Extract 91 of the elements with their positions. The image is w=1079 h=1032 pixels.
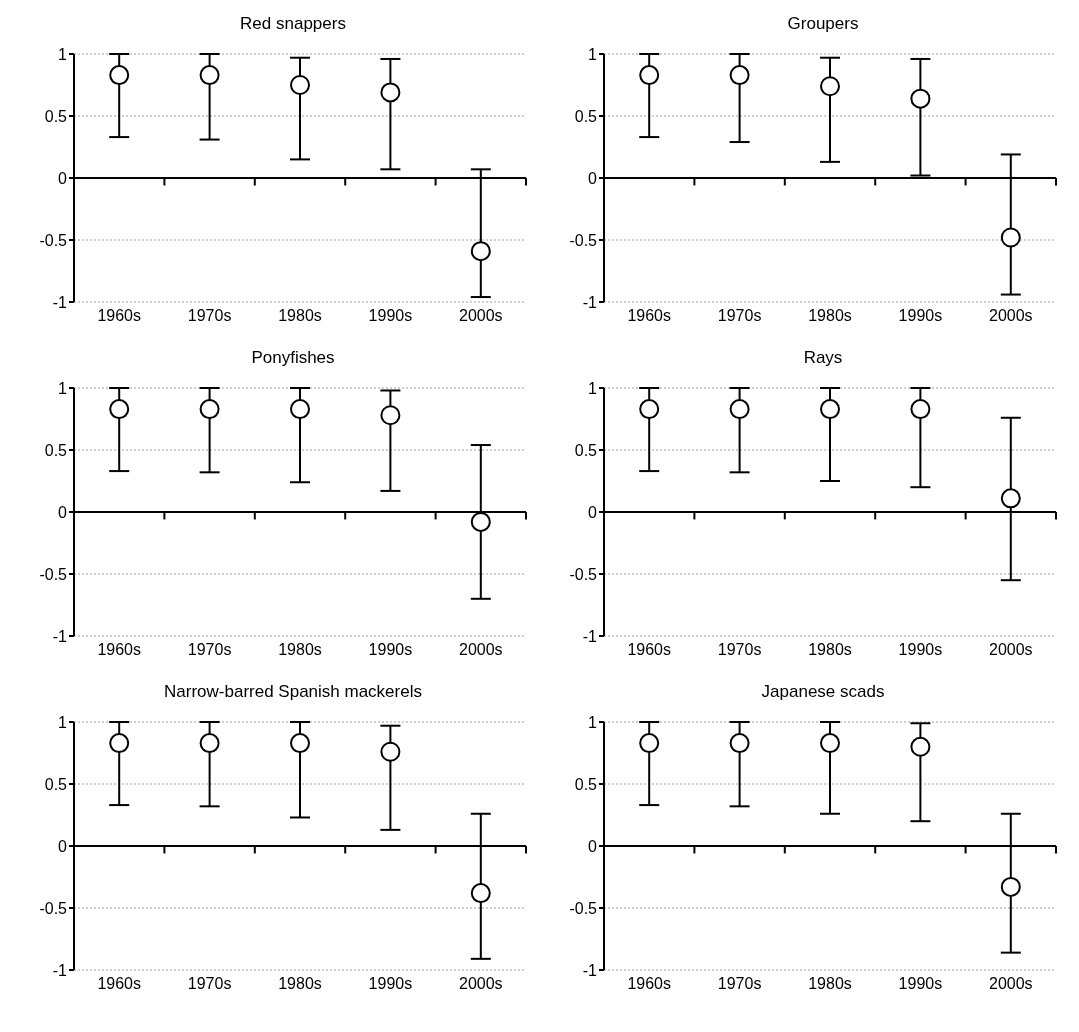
x-tick-label: 1960s <box>97 975 141 993</box>
y-tick-label: 0 <box>588 837 598 855</box>
y-tick-label: -1 <box>52 961 68 979</box>
x-tick-label: 1990s <box>898 307 943 325</box>
x-tick-label: 1980s <box>278 307 322 325</box>
x-tick-label: 1970s <box>187 307 232 325</box>
x-tick-label: 1960s <box>627 641 671 659</box>
point <box>380 405 401 426</box>
x-tick-label: 1990s <box>368 975 413 993</box>
y-tick-label: 1 <box>588 713 598 731</box>
y-tick-label: -1 <box>582 627 598 645</box>
y-tick-label: -1 <box>582 961 598 979</box>
y-tick-label: 0 <box>588 503 598 521</box>
x-tick-label: 1960s <box>627 975 671 993</box>
y-tick-label: 0.5 <box>574 775 598 793</box>
x-tick-label: 2000s <box>459 975 503 993</box>
x-tick-label: 2000s <box>989 975 1033 993</box>
y-tick-label: -0.5 <box>39 899 68 917</box>
point <box>639 733 660 754</box>
x-tick-label: 2000s <box>989 307 1033 325</box>
point <box>470 883 491 904</box>
y-tick-label: -1 <box>52 627 68 645</box>
point <box>290 75 310 95</box>
point <box>109 399 130 420</box>
y-tick-label: -0.5 <box>39 231 68 249</box>
point <box>820 76 840 97</box>
y-tick-label: 1 <box>588 45 598 63</box>
y-tick-label: 1 <box>58 713 68 731</box>
chart-title: Japanese scads <box>760 681 886 703</box>
point <box>290 733 310 754</box>
y-tick-label: -0.5 <box>569 565 598 583</box>
point <box>109 65 130 86</box>
x-tick-label: 1990s <box>898 975 943 993</box>
y-tick-label: -1 <box>582 293 598 311</box>
point <box>380 82 401 103</box>
point <box>1000 227 1021 248</box>
point <box>470 511 491 532</box>
x-tick-label: 1970s <box>187 641 232 659</box>
point <box>199 733 220 754</box>
y-tick-label: 1 <box>58 45 68 63</box>
y-tick-label: 0 <box>588 169 598 187</box>
x-tick-label: 1970s <box>717 641 762 659</box>
point <box>1000 876 1021 897</box>
point <box>199 65 220 86</box>
chart-title: Rays <box>802 347 844 369</box>
x-tick-label: 1960s <box>97 641 141 659</box>
chart-title: Narrow-barred Spanish mackerels <box>163 681 423 703</box>
chart-title: Ponyfishes <box>250 347 336 369</box>
y-tick-label: 0.5 <box>44 441 68 459</box>
y-tick-label: 0.5 <box>44 107 68 125</box>
point <box>109 733 130 754</box>
x-tick-label: 1970s <box>187 975 232 993</box>
x-tick-label: 1990s <box>368 307 413 325</box>
point <box>820 733 840 754</box>
point <box>729 733 750 754</box>
y-tick-label: 0.5 <box>574 107 598 125</box>
point <box>199 399 220 420</box>
chart-title: Red snappers <box>239 13 347 35</box>
x-tick-label: 1990s <box>368 641 413 659</box>
y-tick-label: 0.5 <box>574 441 598 459</box>
point <box>910 736 931 757</box>
y-tick-label: 0 <box>58 503 68 521</box>
x-tick-label: 1980s <box>808 975 852 993</box>
y-tick-label: -1 <box>52 293 68 311</box>
point <box>290 399 310 420</box>
y-tick-label: -0.5 <box>569 899 598 917</box>
y-tick-label: 0 <box>58 837 68 855</box>
x-tick-label: 1980s <box>808 641 852 659</box>
x-tick-label: 1980s <box>278 975 322 993</box>
y-tick-label: 0.5 <box>44 775 68 793</box>
x-tick-label: 2000s <box>459 307 503 325</box>
chart-title: Groupers <box>786 13 860 35</box>
y-tick-label: -0.5 <box>569 231 598 249</box>
x-tick-label: 1960s <box>97 307 141 325</box>
x-tick-label: 1980s <box>808 307 852 325</box>
x-tick-label: 2000s <box>459 641 503 659</box>
y-tick-label: 1 <box>588 379 598 397</box>
y-tick-label: 0 <box>58 169 68 187</box>
x-tick-label: 1980s <box>278 641 322 659</box>
point <box>910 88 931 109</box>
point <box>729 65 750 86</box>
point <box>470 241 491 262</box>
x-tick-label: 2000s <box>989 641 1033 659</box>
x-tick-label: 1970s <box>717 307 762 325</box>
point <box>639 65 660 86</box>
y-tick-label: -0.5 <box>39 565 68 583</box>
point <box>380 741 401 762</box>
x-tick-label: 1970s <box>717 975 762 993</box>
x-tick-label: 1960s <box>627 307 671 325</box>
y-tick-label: 1 <box>58 379 68 397</box>
x-tick-label: 1990s <box>898 641 943 659</box>
